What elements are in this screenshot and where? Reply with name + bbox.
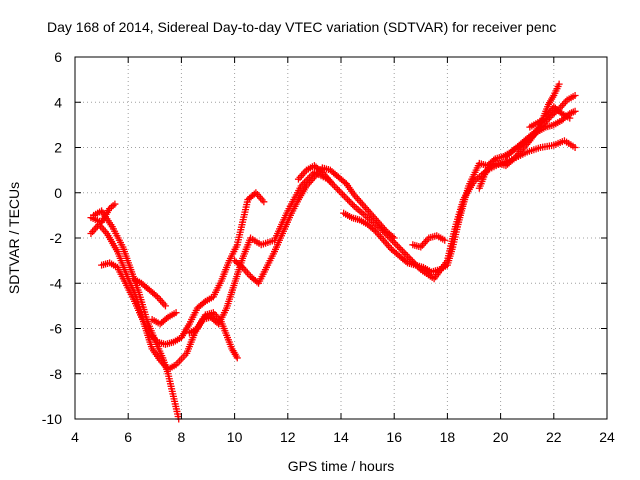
- data-point: [334, 185, 342, 193]
- y-tick-label: -2: [50, 230, 63, 246]
- data-point: [441, 236, 449, 244]
- grid: [75, 57, 607, 419]
- y-tick-label: 4: [54, 94, 62, 110]
- x-tick-label: 24: [599, 429, 615, 445]
- data-point: [389, 233, 397, 241]
- data-point: [392, 240, 400, 248]
- data-point: [326, 177, 334, 185]
- data-point: [370, 226, 378, 234]
- y-tick-label: -4: [50, 275, 63, 291]
- x-tick-label: 10: [227, 429, 243, 445]
- data-point: [330, 182, 338, 190]
- chart-title: Day 168 of 2014, Sidereal Day-to-day VTE…: [47, 19, 556, 35]
- x-tick-label: 12: [280, 429, 296, 445]
- data-point: [508, 147, 516, 155]
- data-point: [349, 201, 357, 209]
- data-point: [571, 91, 579, 99]
- data-point: [532, 129, 540, 137]
- data-points: [87, 80, 579, 423]
- data-point: [555, 80, 563, 88]
- x-tick-label: 20: [493, 429, 509, 445]
- data-point: [347, 199, 355, 207]
- x-tick-label: 14: [333, 429, 349, 445]
- data-point: [335, 187, 343, 195]
- data-point: [566, 114, 574, 122]
- y-axis-title: SDTVAR / TECUs: [6, 182, 22, 294]
- data-point: [344, 196, 352, 204]
- x-tick-label: 4: [71, 429, 79, 445]
- data-point: [111, 200, 119, 208]
- x-tick-label: 8: [178, 429, 186, 445]
- data-point: [342, 194, 350, 202]
- y-tick-label: 2: [54, 140, 62, 156]
- data-point: [237, 262, 245, 270]
- data-point: [200, 299, 208, 307]
- x-tick-label: 6: [124, 429, 132, 445]
- data-point: [233, 354, 241, 362]
- x-tick-label: 16: [386, 429, 402, 445]
- data-point: [556, 108, 564, 116]
- data-point: [172, 309, 180, 317]
- data-point: [337, 189, 345, 197]
- y-tick-label: 0: [54, 185, 62, 201]
- data-point: [571, 107, 579, 115]
- data-point: [339, 190, 347, 198]
- data-point: [571, 144, 579, 151]
- y-tick-label: 6: [54, 49, 62, 65]
- data-point: [340, 192, 348, 200]
- x-tick-label: 18: [440, 429, 456, 445]
- x-axis-title: GPS time / hours: [288, 458, 395, 474]
- data-point: [332, 184, 340, 192]
- x-tick-label: 22: [546, 429, 562, 445]
- axis-ticks: [74, 56, 608, 420]
- y-tick-label: -8: [50, 366, 63, 382]
- data-point: [152, 291, 160, 299]
- data-point: [394, 242, 402, 250]
- y-tick-label: -6: [50, 321, 63, 337]
- data-point: [345, 197, 353, 205]
- data-point: [260, 198, 268, 206]
- data-point: [317, 167, 325, 175]
- data-point: [163, 315, 171, 323]
- data-point: [161, 302, 169, 310]
- data-point: [508, 156, 516, 164]
- data-point: [402, 258, 410, 266]
- data-point: [390, 234, 398, 242]
- y-tick-label: -10: [42, 411, 62, 427]
